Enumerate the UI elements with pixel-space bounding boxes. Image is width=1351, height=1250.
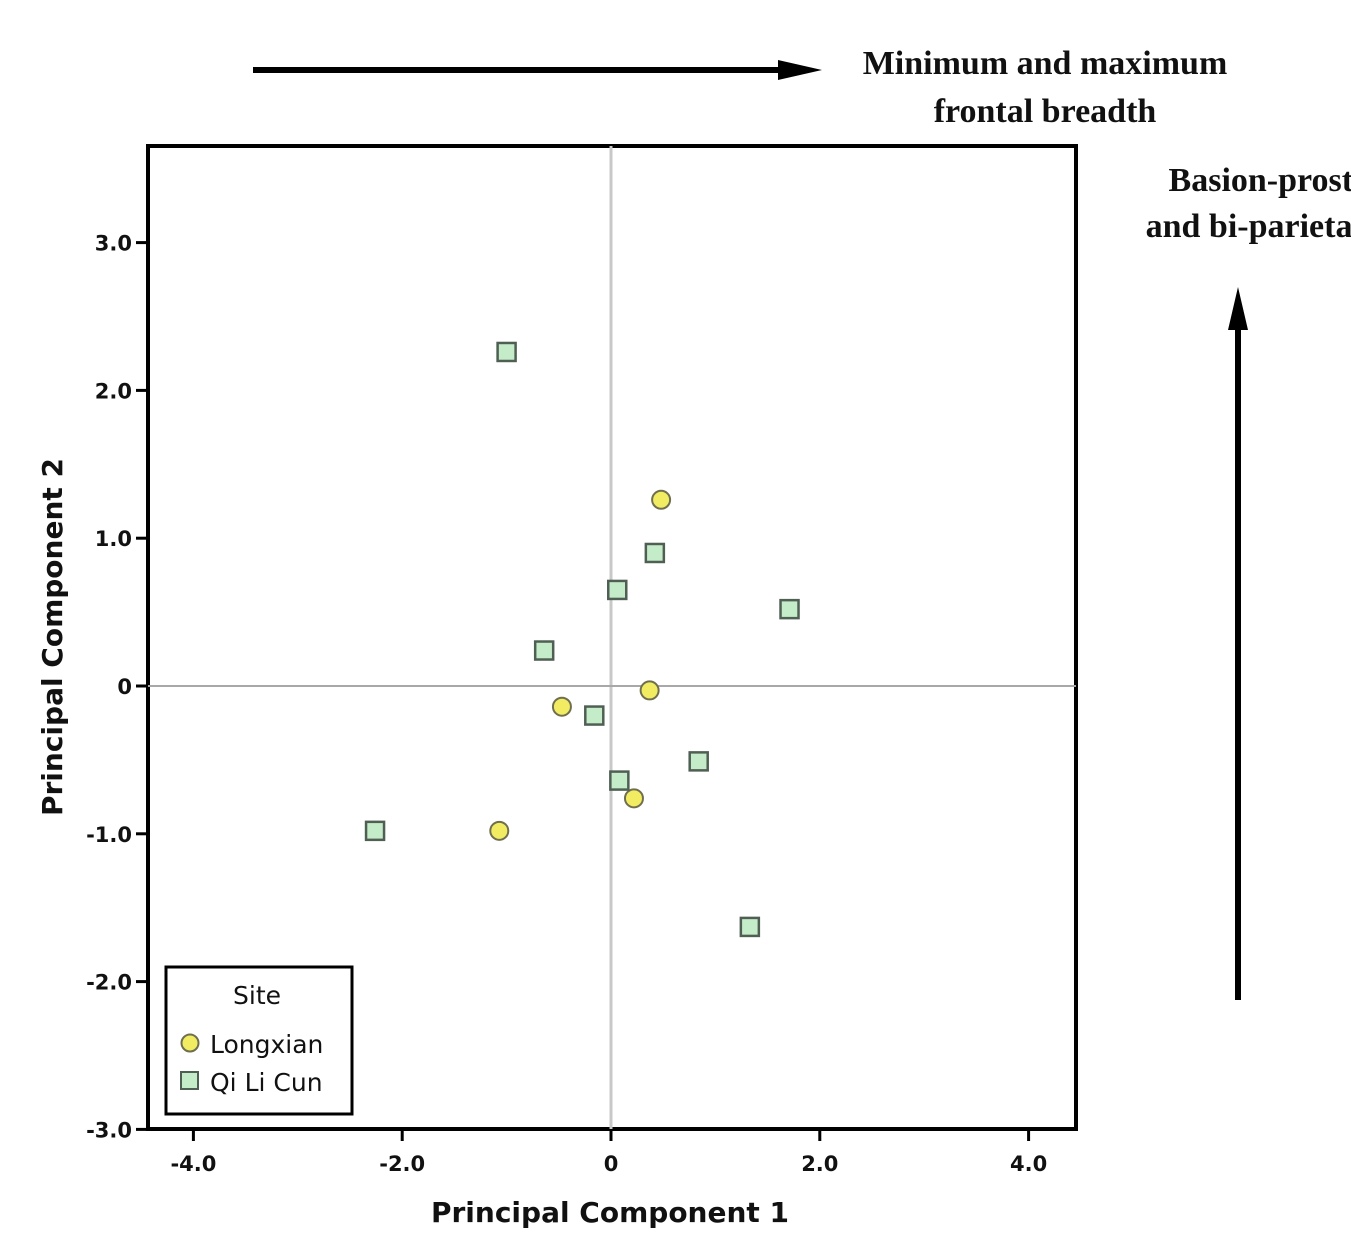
data-point-qi-li-cun [607, 579, 628, 601]
legend-label-qi-li-cun: Qi Li Cun [210, 1068, 323, 1097]
y-tick-label: 0 [117, 675, 132, 699]
x-tick-label: -4.0 [170, 1152, 216, 1176]
data-point-qi-li-cun [364, 820, 386, 842]
data-point-qi-li-cun [779, 598, 800, 620]
data-point-longxian [623, 788, 644, 809]
x-tick-label: 4.0 [1010, 1152, 1047, 1176]
pc2-annotation: Basion-prosthi and bi-parietal br [1085, 158, 1351, 250]
data-point-longxian [639, 680, 660, 701]
y-axis-title: Principal Component 2 [36, 458, 69, 816]
data-point-qi-li-cun [739, 916, 761, 938]
pc2-arrowhead [1228, 287, 1248, 330]
x-tick-label: -2.0 [379, 1152, 425, 1176]
data-point-qi-li-cun [609, 770, 630, 791]
data-point-longxian [489, 820, 510, 841]
pc2-annotation-line1: Basion-prosthi [1168, 162, 1351, 199]
legend-marker-longxian [180, 1033, 200, 1053]
data-point-qi-li-cun [584, 705, 605, 726]
data-point-longxian [551, 696, 572, 717]
data-point-longxian [651, 489, 672, 510]
y-tick-label: 3.0 [95, 232, 132, 256]
pc2-annotation-line2: and bi-parietal br [1145, 208, 1351, 245]
legend: Site Longxian Qi Li Cun [164, 965, 354, 1116]
legend-label-longxian: Longxian [210, 1030, 323, 1059]
x-tick-label: 2.0 [801, 1152, 838, 1176]
legend-title: Site [233, 981, 281, 1010]
x-axis-title: Principal Component 1 [431, 1196, 789, 1229]
plot-area: -4.0 -2.0 0 2.0 4.0 3.0 2.0 1.0 0 -1.0 -2.0 -3.0 [86, 144, 1078, 1176]
data-point-qi-li-cun [496, 341, 517, 363]
data-point-qi-li-cun [533, 640, 555, 661]
y-tick-label: -1.0 [86, 823, 132, 847]
y-tick-label: 1.0 [95, 527, 132, 551]
legend-marker-qi-li-cun [180, 1071, 199, 1090]
pc1-annotation: Minimum and maximum frontal breadth [780, 40, 1310, 136]
x-tick-label: 0 [604, 1152, 619, 1176]
pc1-annotation-line1: Minimum and maximum [862, 45, 1228, 82]
data-point-qi-li-cun [644, 542, 666, 564]
pc1-arrowhead [778, 60, 822, 80]
pc1-annotation-line2: frontal breadth [933, 93, 1157, 130]
data-point-qi-li-cun [688, 751, 709, 772]
y-tick-label: 2.0 [95, 379, 132, 403]
y-tick-label: -2.0 [86, 971, 132, 995]
y-tick-label: -3.0 [86, 1118, 132, 1142]
